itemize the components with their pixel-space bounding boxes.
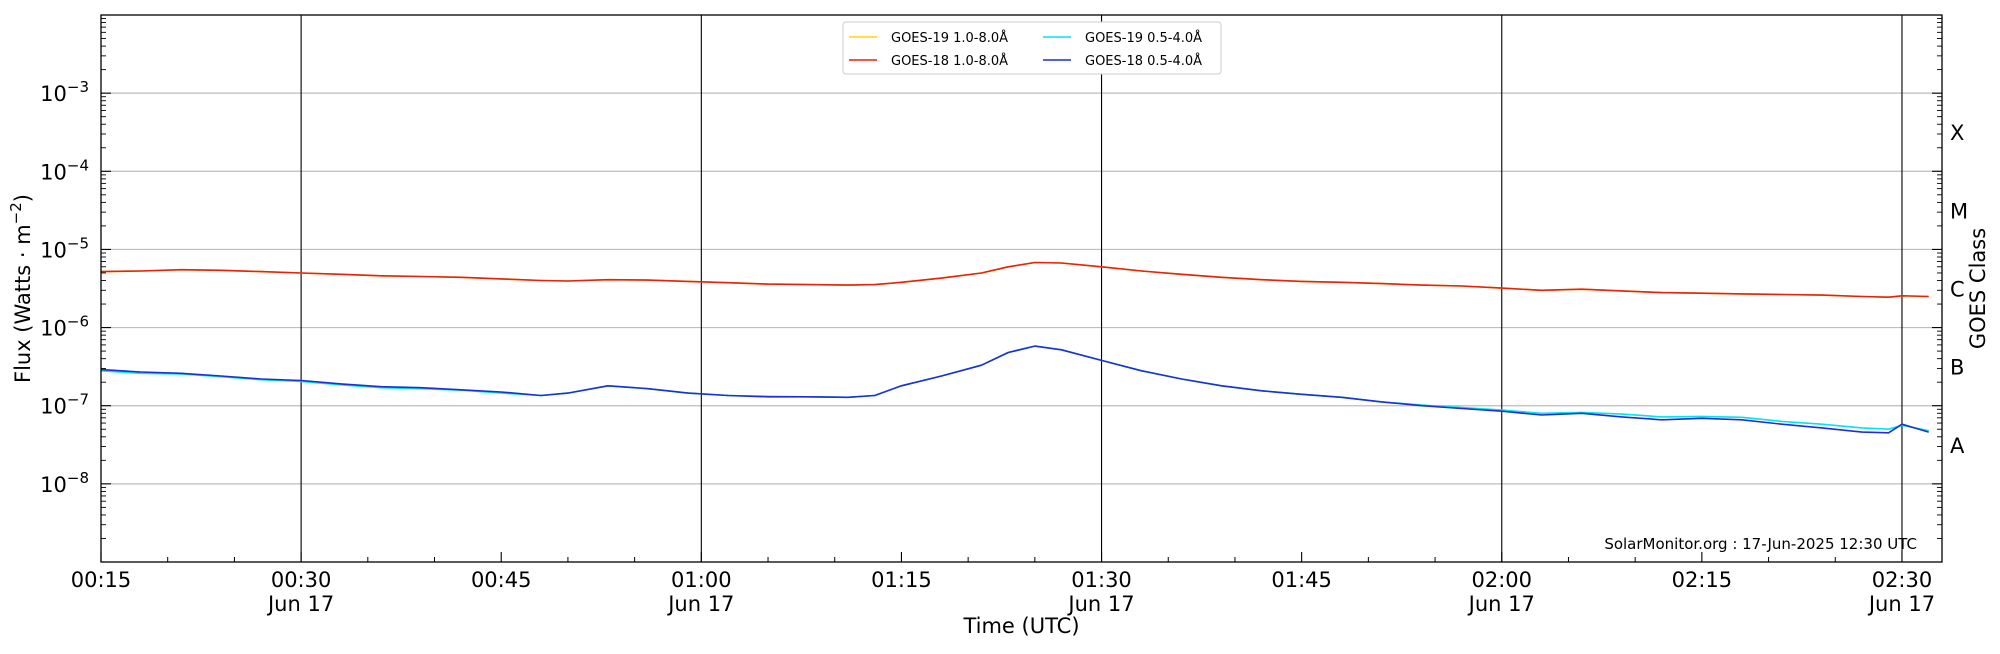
y-tick-label: 10−7 xyxy=(40,391,89,419)
goes-class-label: X xyxy=(1950,121,1964,145)
legend-label: GOES-18 0.5-4.0Å xyxy=(1085,53,1202,69)
legend-box xyxy=(842,21,1222,75)
x-tick-date-label: Jun 17 xyxy=(1066,592,1134,616)
y-tick-label: 10−8 xyxy=(40,469,89,497)
y-tick-label: 10−6 xyxy=(40,313,89,341)
goes-class-axis-title: GOES Class xyxy=(1966,228,1990,349)
x-tick-date-label: Jun 17 xyxy=(1467,592,1535,616)
x-tick-label: 00:30 xyxy=(271,568,332,592)
series-line xyxy=(100,345,1929,434)
goes-class-label: A xyxy=(1950,434,1965,458)
grid-lines xyxy=(101,92,1942,485)
goes-class-label: C xyxy=(1950,278,1965,302)
x-tick-date-label: Jun 17 xyxy=(1867,592,1935,616)
y-tick-label: 10−4 xyxy=(40,156,89,184)
x-tick-label: 00:45 xyxy=(471,568,532,592)
y-axis-title: Flux (Watts · m−2) xyxy=(7,194,35,383)
time-marker-lines xyxy=(300,15,1903,562)
legend-label: GOES-18 1.0-8.0Å xyxy=(891,53,1008,69)
credit-text: SolarMonitor.org : 17-Jun-2025 12:30 UTC xyxy=(1604,535,1917,553)
legend: GOES-19 1.0-8.0Å GOES-19 0.5-4.0Å GOES-18 … xyxy=(842,21,1222,75)
x-tick-label: 01:15 xyxy=(871,568,932,592)
series-lines xyxy=(100,261,1929,434)
y-tick-label: 10−5 xyxy=(40,234,89,262)
x-tick-date-label: Jun 17 xyxy=(266,592,334,616)
y-axis-ticks: 10−8 10−7 10−6 10−5 10−4 10−3 xyxy=(40,18,1942,539)
x-tick-label: 01:00 xyxy=(671,568,732,592)
goes-class-label: M xyxy=(1950,199,1968,223)
y-tick-label: 10−3 xyxy=(40,78,89,106)
x-axis-title: Time (UTC) xyxy=(962,614,1079,638)
legend-label: GOES-19 1.0-8.0Å xyxy=(891,30,1008,46)
x-tick-label: 01:30 xyxy=(1071,568,1132,592)
legend-label: GOES-19 0.5-4.0Å xyxy=(1085,30,1202,46)
series-line xyxy=(100,345,1929,432)
x-tick-label: 01:45 xyxy=(1271,568,1332,592)
x-tick-date-label: Jun 17 xyxy=(666,592,734,616)
x-tick-label: 02:30 xyxy=(1872,568,1933,592)
x-tick-label: 00:15 xyxy=(71,568,132,592)
x-tick-label: 02:15 xyxy=(1672,568,1733,592)
series-line xyxy=(100,261,1929,299)
goes-class-label: B xyxy=(1950,356,1964,380)
x-tick-label: 02:00 xyxy=(1471,568,1532,592)
goes-class-labels: A B C M X xyxy=(1950,121,1968,458)
plot-frame xyxy=(100,14,1943,563)
